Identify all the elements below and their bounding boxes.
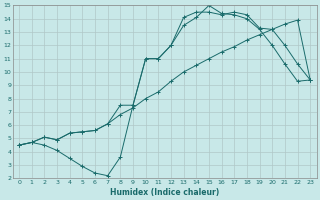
- X-axis label: Humidex (Indice chaleur): Humidex (Indice chaleur): [110, 188, 219, 197]
